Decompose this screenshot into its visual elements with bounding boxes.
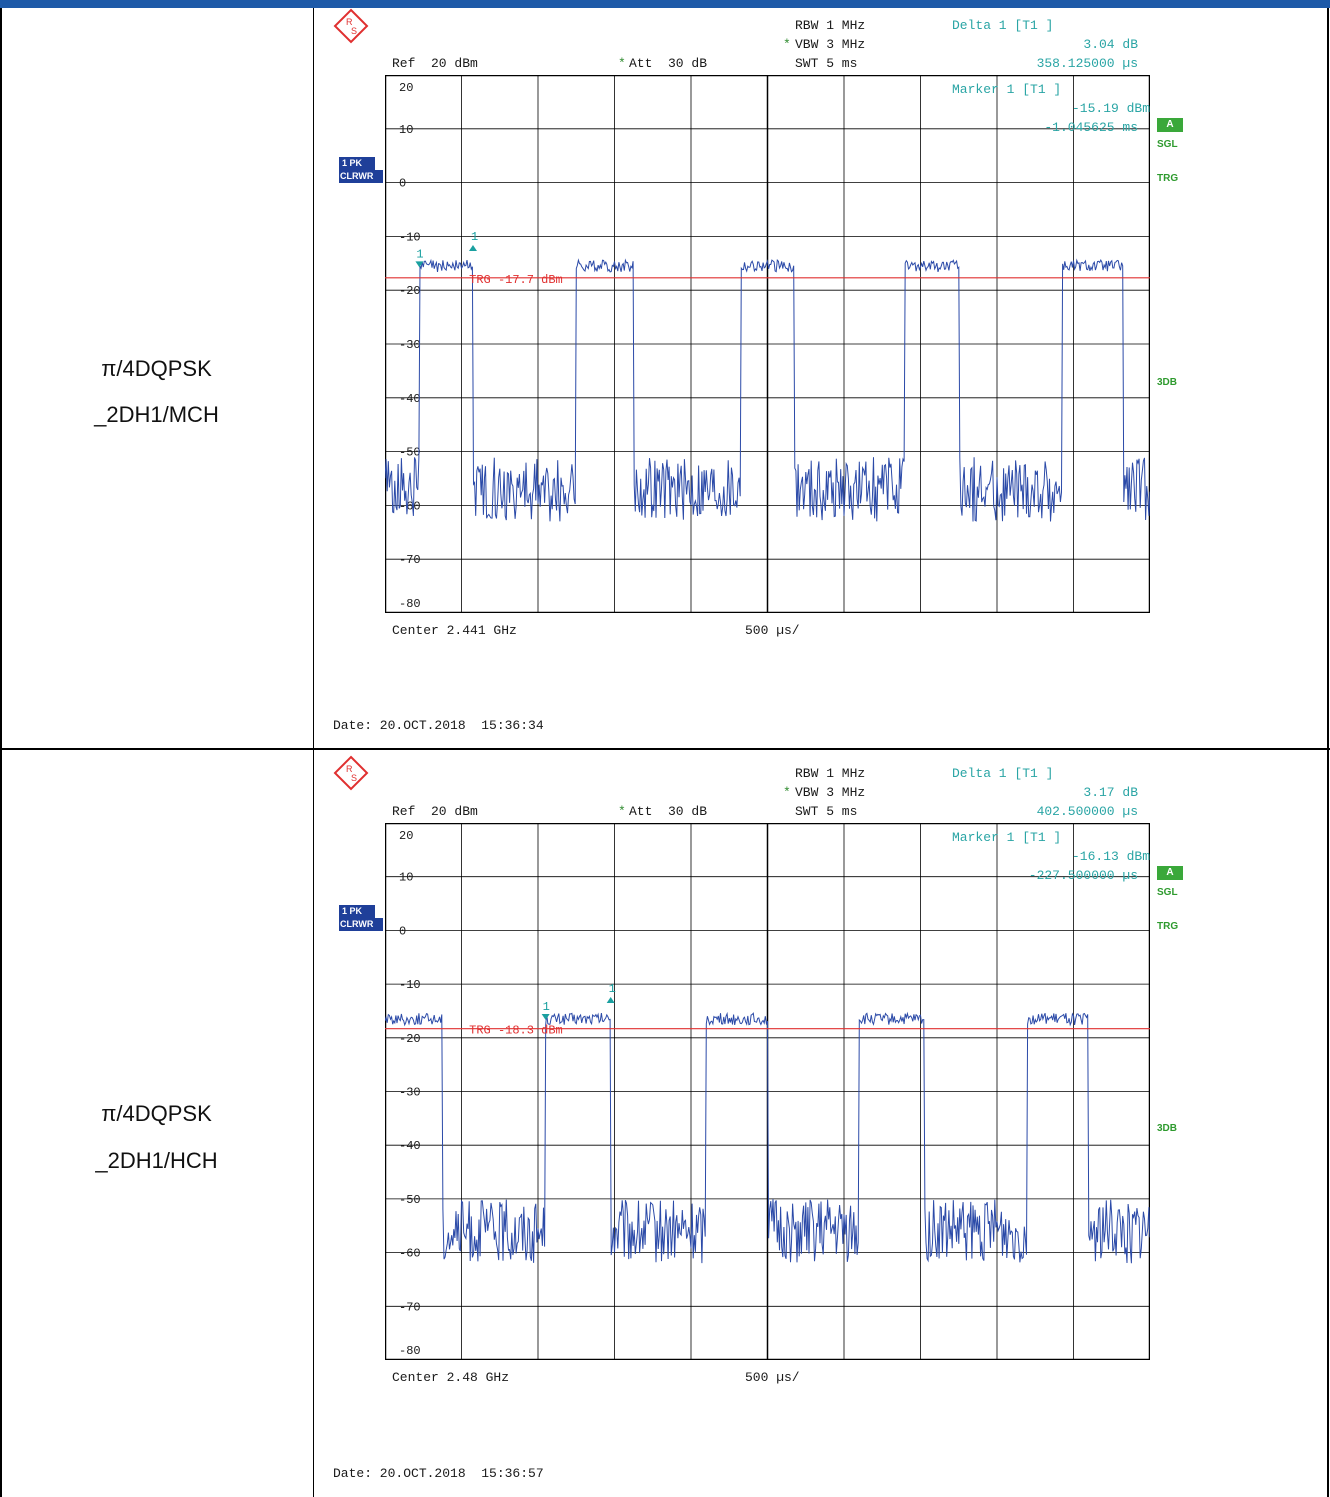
center-frequency: Center 2.48 GHz (392, 1370, 510, 1385)
y-tick-label: -80 (399, 597, 421, 611)
marker-1-icon (541, 1014, 550, 1021)
delta-title: Delta 1 [T1 ] (952, 18, 1054, 33)
trace-line (385, 1011, 1150, 1264)
y-tick-label: -70 (399, 1300, 421, 1314)
marker-title: Marker 1 [T1 ] (952, 82, 1062, 97)
mode-label-line2: _2DH1/MCH (94, 402, 219, 427)
att-star: * (618, 804, 626, 819)
marker-1-label: 1 (416, 247, 423, 261)
y-tick-label: 10 (399, 871, 413, 885)
svg-text:S: S (351, 773, 357, 783)
time-per-division: 500 µs/ (745, 623, 800, 638)
marker-1-label: 1 (543, 1000, 550, 1014)
y-tick-label: -40 (399, 392, 421, 406)
capture-date: Date: 20.OCT.2018 15:36:34 (333, 718, 544, 733)
rohde-schwarz-logo-icon: R S (333, 755, 369, 791)
mode-label-line2: _2DH1/HCH (95, 1148, 218, 1173)
trace-a-badge: A (1157, 866, 1183, 880)
y-tick-label: -10 (399, 230, 421, 244)
vbw-label: VBW 3 MHz (795, 785, 866, 800)
table-row: π/4DQPSK _2DH1/MCH R S RBW 1 MHz * VBW 3… (0, 0, 1330, 748)
delta-value: 3.04 dB (1083, 37, 1138, 52)
y-tick-label: -30 (399, 338, 421, 352)
y-tick-label: -30 (399, 1086, 421, 1100)
y-tick-label: 20 (399, 829, 413, 843)
marker-value: -16.13 dBm (1071, 849, 1150, 864)
header-bar (0, 0, 1330, 8)
y-tick-label: 0 (399, 924, 406, 938)
y-tick-label: -40 (399, 1139, 421, 1153)
vbw-star: * (783, 37, 791, 52)
y-tick-label: -20 (399, 284, 421, 298)
rbw-label: RBW 1 MHz (795, 766, 866, 781)
center-frequency: Center 2.441 GHz (392, 623, 517, 638)
3db-label: 3DB (1157, 1123, 1178, 1134)
3db-label: 3DB (1157, 377, 1178, 388)
y-tick-label: -70 (399, 553, 421, 567)
swt-label: SWT 5 ms (795, 804, 858, 819)
y-tick-label: -60 (399, 499, 421, 513)
y-tick-label: -60 (399, 1247, 421, 1261)
trg-side-label: TRG (1157, 173, 1179, 184)
table-row: π/4DQPSK _2DH1/HCH R S RBW 1 MHz * VBW 3… (0, 750, 1330, 1497)
trigger-label: TRG -18.3 dBm (469, 1024, 563, 1038)
delta-time: 358.125000 µs (1036, 56, 1138, 71)
spectrum-plot: 20 10 0 -10 -20 -30 -40 -50 -60 -70 -80 TRG -18.3 d… (385, 823, 1150, 1360)
y-tick-label: -20 (399, 1032, 421, 1046)
vbw-label: VBW 3 MHz (795, 37, 866, 52)
trace-detector-badge: 1 PK (339, 157, 375, 170)
delta-marker-label: 1 (609, 982, 616, 996)
attenuation-label: Att 30 dB (629, 56, 708, 71)
table-border-left (0, 8, 2, 1497)
trg-side-label: TRG (1157, 921, 1179, 932)
y-tick-label: -50 (399, 446, 421, 460)
marker-time: -1.045625 ms (1044, 120, 1138, 135)
delta-time: 402.500000 µs (1036, 804, 1138, 819)
mode-label-line1: π/4DQPSK (101, 356, 212, 381)
trace-detector-badge: 1 PK (339, 905, 375, 918)
svg-text:R: R (346, 764, 353, 774)
y-tick-label: 0 (399, 177, 406, 191)
delta-title: Delta 1 [T1 ] (952, 766, 1054, 781)
trigger-label: TRG -17.7 dBm (469, 273, 563, 287)
y-tick-label: -80 (399, 1344, 421, 1358)
table-border-right (1327, 8, 1329, 1497)
delta-marker-icon (468, 244, 477, 251)
sgl-label: SGL (1157, 887, 1178, 898)
delta-marker-label: 1 (471, 230, 478, 244)
time-per-division: 500 µs/ (745, 1370, 800, 1385)
swt-label: SWT 5 ms (795, 56, 858, 71)
svg-text:R: R (346, 17, 353, 27)
attenuation-label: Att 30 dB (629, 804, 708, 819)
delta-marker-icon (606, 996, 615, 1003)
trace-mode-badge: CLRWR (339, 170, 383, 183)
ref-level-label: Ref 20 dBm (392, 56, 478, 71)
y-tick-label: 10 (399, 123, 413, 137)
vbw-star: * (783, 785, 791, 800)
trace-a-badge: A (1157, 118, 1183, 132)
capture-date: Date: 20.OCT.2018 15:36:57 (333, 1466, 544, 1481)
rbw-label: RBW 1 MHz (795, 18, 866, 33)
marker-1-icon (415, 261, 424, 268)
rohde-schwarz-logo-icon: R S (333, 8, 369, 44)
ref-level-label: Ref 20 dBm (392, 804, 478, 819)
trace-mode-badge: CLRWR (339, 918, 383, 931)
delta-value: 3.17 dB (1083, 785, 1138, 800)
trace-line (385, 258, 1150, 522)
marker-time: -227.500000 µs (1028, 868, 1138, 883)
marker-title: Marker 1 [T1 ] (952, 830, 1062, 845)
marker-value: -15.19 dBm (1071, 101, 1150, 116)
table-column-divider (313, 8, 314, 1497)
y-tick-label: 20 (399, 81, 413, 95)
mode-label-line1: π/4DQPSK (101, 1101, 212, 1126)
table-row-divider (0, 748, 1330, 750)
spectrum-plot: 20 10 0 -10 -20 -30 -40 -50 -60 -70 -80 TRG -17.7 d… (385, 75, 1150, 613)
y-tick-label: -50 (399, 1193, 421, 1207)
y-tick-label: -10 (399, 978, 421, 992)
att-star: * (618, 56, 626, 71)
svg-text:S: S (351, 26, 357, 36)
sgl-label: SGL (1157, 139, 1178, 150)
